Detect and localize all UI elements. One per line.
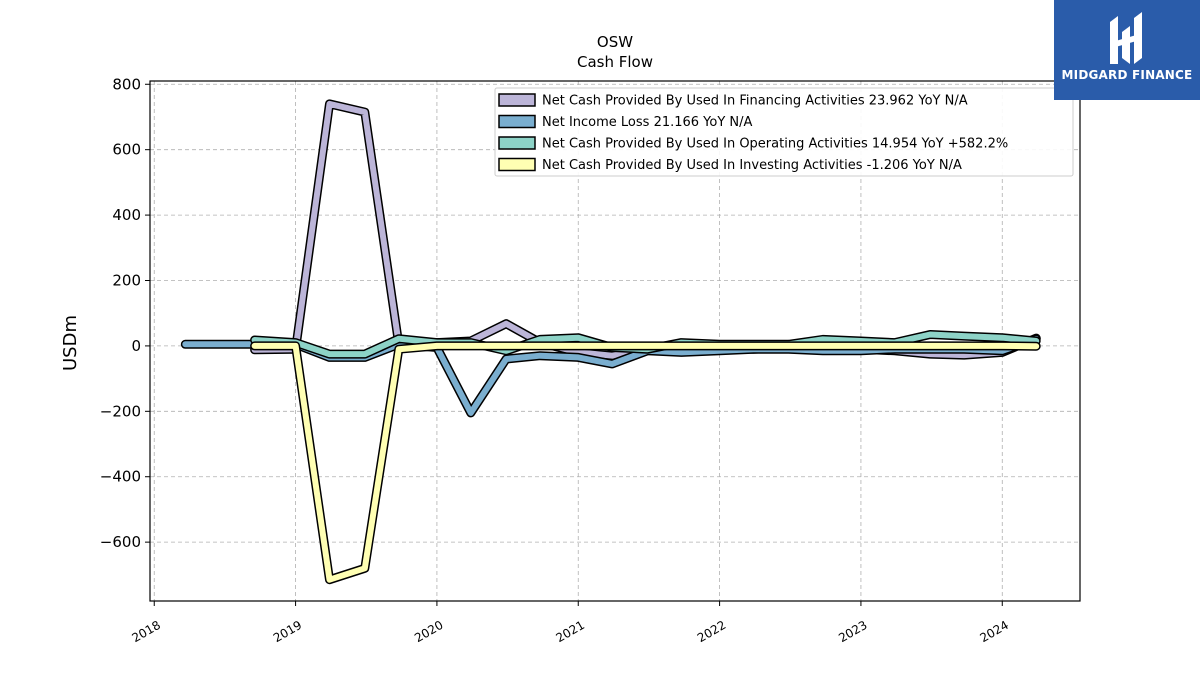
chart-title: OSW [597,33,633,51]
x-tick-label: 2024 [978,618,1011,645]
series-outline [250,341,1041,585]
legend-entry: Net Income Loss 21.166 YoY N/A [542,115,753,130]
legend-swatch [498,114,536,129]
x-tick-label: 2019 [271,618,304,645]
x-tick-label: 2021 [554,618,587,645]
x-tick-label: 2020 [412,618,445,645]
logo-mark-icon [1110,12,1142,64]
y-tick-label: −600 [100,533,141,551]
x-tick-label: 2022 [695,618,728,645]
y-tick-label: 200 [112,271,141,289]
plot-frame [149,80,1081,602]
legend-entry: Net Cash Provided By Used In Financing A… [542,94,968,109]
y-tick-label: −200 [100,402,141,420]
x-tick-label: 2023 [836,618,869,645]
y-tick-label: −400 [100,468,141,486]
y-tick-label: 400 [112,206,141,224]
legend-swatch [498,157,536,172]
y-tick-label: 600 [112,141,141,159]
chart-subtitle: Cash Flow [577,53,653,71]
y-tick-label: 0 [131,337,141,355]
midgard-finance-logo: MIDGARD FINANCE [1054,0,1200,100]
y-axis-label: USDm [60,315,81,371]
legend-box [494,87,1074,177]
series-line [251,342,1040,583]
legend-entry: Net Cash Provided By Used In Investing A… [542,158,962,173]
legend-entry: Net Cash Provided By Used In Operating A… [542,137,1008,152]
axis-ticks: 800 600 400 200 0 −200 −400 −600 2018 2019 2020 202… [100,75,1011,645]
series-lines [180,99,1041,585]
legend: Net Cash Provided By Used In Financing A… [494,87,1074,177]
legend-swatch [498,136,536,150]
x-tick-label: 2018 [130,618,163,645]
y-tick-label: 800 [112,75,141,93]
legend-swatch [498,93,536,107]
logo-text: MIDGARD FINANCE [1061,68,1193,82]
